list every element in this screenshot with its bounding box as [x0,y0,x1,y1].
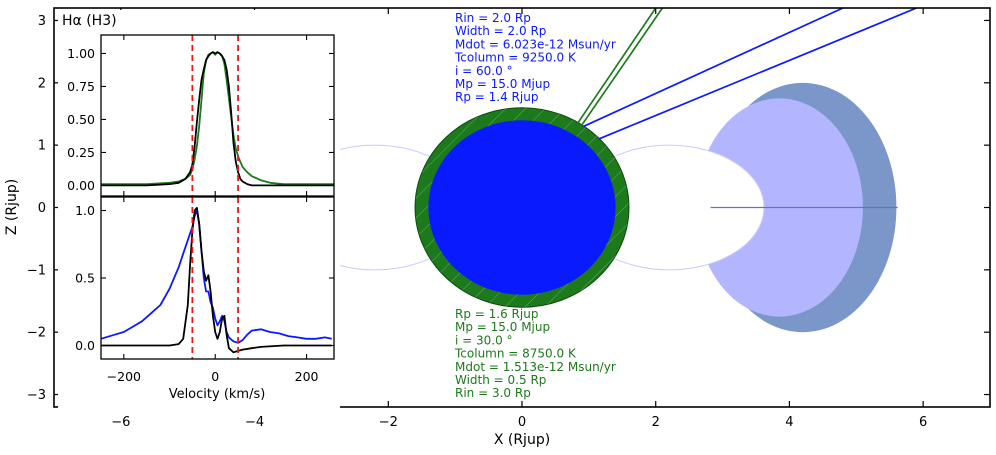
main-xtick-label: −2 [379,415,398,430]
inset-top-frame [100,34,335,197]
main-ytick-label: 0 [38,201,46,216]
main-ylabel: Z (Rjup) [4,179,20,235]
main-ytick-label: 1 [38,139,46,154]
green-ray-2 [580,8,664,127]
inset-xtick-label: 200 [295,369,319,384]
planet-blue [428,120,616,295]
main-axis-ticks: −6 −4 −2 0 2 4 6 −3 −2 −1 0 1 2 3 [27,8,990,430]
annotation-green-line: i = 30.0 ° [455,333,513,347]
annotation-blue-line: Rin = 2.0 Rp [455,11,531,25]
annotation-blue-line: Mp = 15.0 Mjup [455,77,550,91]
inset-xlabel: Velocity (km/s) [169,387,266,402]
inset-bottom-ytick-label: 0.5 [75,271,95,286]
annotation-green-line: Width = 0.5 Rp [455,373,546,387]
inset-title: Hα (H3) [62,13,117,29]
annotation-blue-line: Width = 2.0 Rp [455,24,546,38]
inset-bottom-ytick-label: 0.0 [75,338,95,353]
inset-bottom-series-2 [101,206,332,354]
inset-top-series-2 [101,51,334,187]
inset-top-content [101,35,334,196]
main-xtick-label: −6 [111,415,130,430]
inset-axis-ticks: 0.00 0.25 0.50 0.75 1.00 0.0 0.5 1.0 −200 0 200 [67,35,334,384]
main-ytick-label: 3 [38,14,46,29]
inset-top-ytick-label: 1.00 [67,46,95,61]
inset-xtick-label: −200 [107,369,141,384]
main-xtick-label: 2 [652,415,660,430]
green-ray-1 [574,8,657,127]
main-ytick-label: −1 [27,263,46,278]
inset-top-ytick-label: 0.75 [67,79,95,94]
inset-top-ytick-label: 0.00 [67,178,95,193]
annotation-green-line: Mp = 15.0 Mjup [455,320,550,334]
main-ytick-label: −2 [27,326,46,341]
inset-panel: Hα (H3) 0.00 0.25 0.50 0.75 1.00 0.0 0.5 1.0 −20… [58,10,340,408]
inset-background [58,10,340,408]
annotation-green-line: Mdot = 1.513e-12 Msun/yr [455,360,616,374]
inset-top-ytick-label: 0.25 [67,145,95,160]
main-ytick-label: 2 [38,76,46,91]
main-xtick-label: −4 [245,415,264,430]
annotation-blue-line: i = 60.0 ° [455,64,513,78]
annotation-blue-line: Mdot = 6.023e-12 Msun/yr [455,37,616,51]
annotation-blue-line: Tcolumn = 9250.0 K [454,51,577,65]
main-xtick-label: 6 [919,415,927,430]
main-xtick-label: 4 [785,415,793,430]
main-xlabel: X (Rjup) [494,432,550,448]
annotation-blue-line: Rp = 1.4 Rjup [455,90,538,104]
annotation-green-line: Tcolumn = 8750.0 K [454,347,577,361]
main-ytick-label: −3 [27,388,46,403]
inset-bottom-ytick-label: 1.0 [75,203,95,218]
annotation-green-line: Rp = 1.6 Rjup [455,307,538,321]
annotation-green-line: Rin = 3.0 Rp [455,386,531,400]
inset-bottom-content [101,197,332,359]
inset-top-ytick-label: 0.50 [67,112,95,127]
blue-ray-2 [598,8,917,140]
inset-xtick-label: 0 [211,369,219,384]
blue-ray-1 [583,8,844,128]
main-xtick-label: 0 [518,415,526,430]
